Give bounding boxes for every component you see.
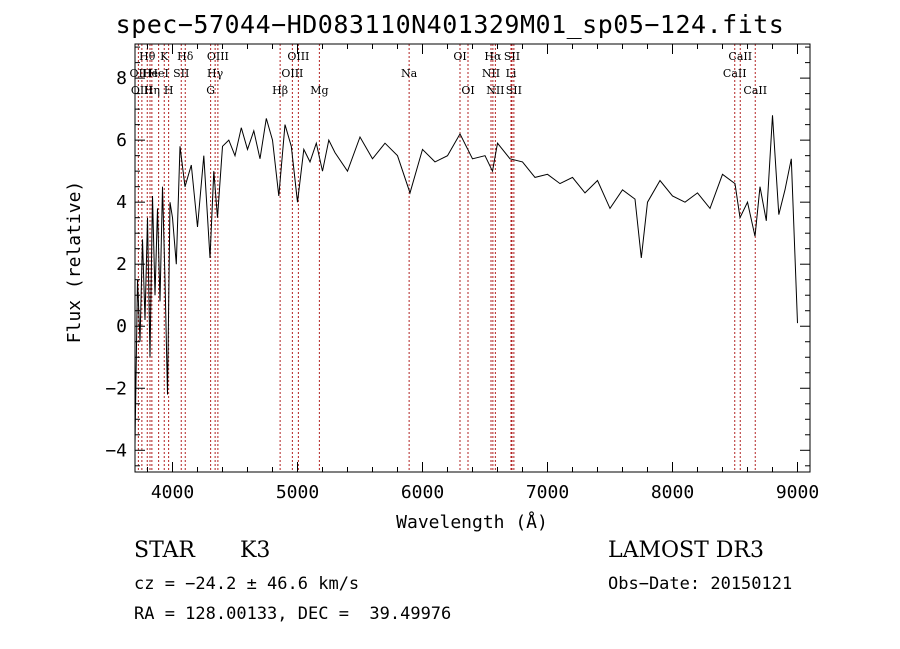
line-label-5: K [160, 50, 169, 63]
line-label-14: OIII [287, 50, 309, 63]
line-label-15: OIII [281, 67, 303, 80]
line-label-3: He [142, 67, 158, 80]
line-label-9: Hδ [177, 50, 194, 63]
emission-line-markers [137, 44, 756, 472]
survey-name: LAMOST DR3 [608, 538, 764, 563]
line-label-21: SII [504, 50, 520, 63]
y-tick-label: −4 [105, 440, 127, 461]
line-label-1: OII [130, 67, 148, 80]
line-label-27: CaII [723, 67, 747, 80]
y-tick-label: 4 [116, 192, 127, 213]
y-tick-label: 2 [116, 254, 127, 275]
x-tick-label: 4000 [151, 482, 194, 503]
line-label-23: Li [506, 67, 517, 80]
y-tick-label: −2 [105, 378, 127, 399]
spectrum-line [134, 115, 798, 445]
x-tick-label: 7000 [526, 482, 569, 503]
line-label-28: CaII [743, 84, 767, 97]
line-label-20: Hα [484, 50, 502, 63]
line-label-18: OI [453, 50, 466, 63]
x-tick-label: 6000 [401, 482, 444, 503]
x-tick-label: 8000 [651, 482, 694, 503]
y-axis-label: Flux (relative) [64, 181, 85, 344]
line-label-4: Hη [144, 84, 160, 97]
y-axis-ticks: −4 −2 0 2 4 6 8 [105, 46, 810, 467]
y-tick-label: 8 [116, 68, 127, 89]
line-label-16: Mg [310, 84, 328, 97]
y-tick-label: 0 [116, 316, 127, 337]
line-label-17: Na [401, 67, 418, 80]
y-tick-label: 6 [116, 130, 127, 151]
line-label-26: CaII [728, 50, 752, 63]
line-label-6: HeI [148, 67, 168, 80]
line-label-11: Hγ [207, 67, 224, 80]
x-axis-label: Wavelength (Å) [396, 511, 548, 533]
line-label-0: Hθ [139, 50, 156, 63]
line-label-10: OIII [207, 50, 229, 63]
line-label-25: SII [506, 84, 522, 97]
x-tick-label: 9000 [776, 482, 819, 503]
redshift-value: cz = −24.2 ± 46.6 km/s [134, 574, 360, 594]
line-label-19: OI [461, 84, 474, 97]
subclass: K3 [240, 538, 271, 563]
line-label-8: H [164, 84, 174, 97]
x-tick-label: 5000 [276, 482, 319, 503]
object-type: STAR [134, 538, 195, 563]
line-label-13: Hβ [272, 84, 288, 97]
observation-date: Obs−Date: 20150121 [608, 574, 793, 594]
line-label-24: NII [486, 84, 504, 97]
plot-frame [134, 43, 811, 473]
chart-title: spec−57044−HD083110N401329M01_sp05−124.f… [115, 10, 785, 39]
line-label-22: NII [482, 67, 500, 80]
line-label-12: G [206, 84, 215, 97]
coordinates: RA = 128.00133, DEC = 39.49976 [134, 604, 452, 624]
x-axis-ticks: 4000 5000 6000 7000 8000 9000 [147, 44, 819, 503]
line-label-7: SII [173, 67, 189, 80]
